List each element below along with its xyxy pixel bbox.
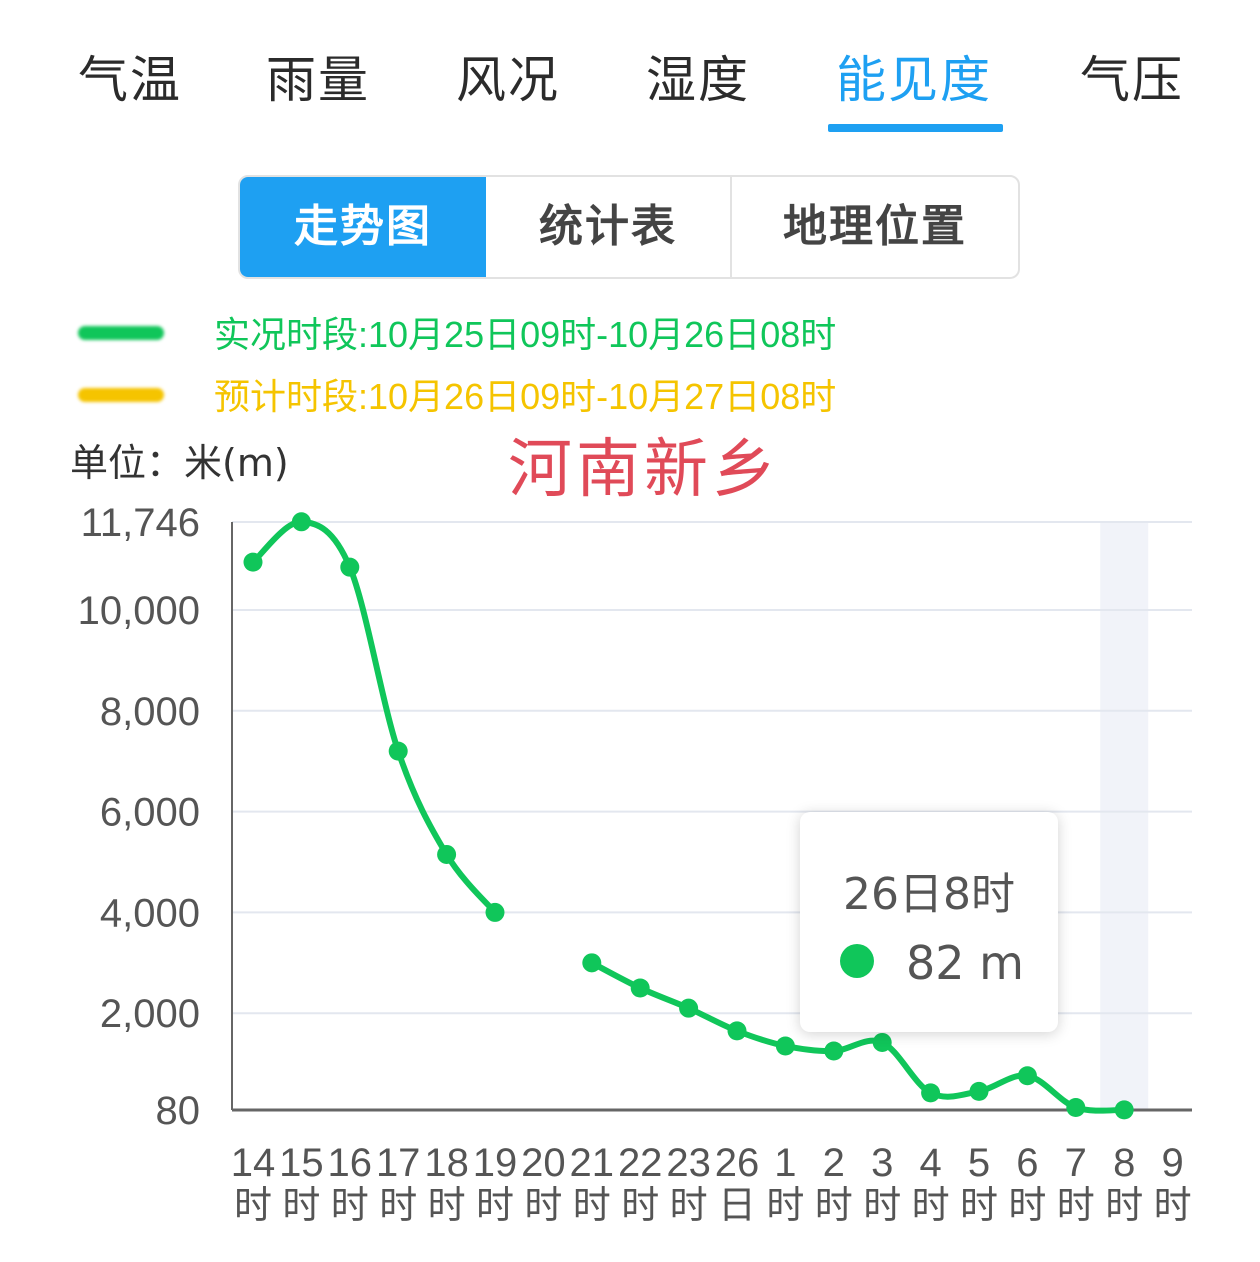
x-tick-label-unit: 时 — [815, 1183, 853, 1227]
y-tick-label: 2,000 — [100, 992, 200, 1036]
x-tick-label-unit: 时 — [670, 1183, 708, 1227]
tab-temperature[interactable]: 气温 — [78, 51, 182, 109]
tab-rainfall[interactable]: 雨量 — [266, 51, 370, 109]
tab-humidity[interactable]: 湿度 — [646, 51, 750, 109]
x-tick-label-unit: 时 — [1008, 1183, 1046, 1227]
x-tick-label: 7 — [1065, 1141, 1087, 1185]
x-tick-label-unit: 时 — [766, 1183, 804, 1227]
x-tick-label-unit: 时 — [621, 1183, 659, 1227]
data-point — [243, 552, 263, 572]
x-tick-label: 22 — [618, 1141, 663, 1185]
x-tick-label-unit: 时 — [331, 1183, 369, 1227]
data-point — [630, 978, 650, 998]
x-tick-label-unit: 时 — [912, 1183, 950, 1227]
series-line — [250, 518, 498, 916]
x-tick-label: 21 — [570, 1141, 615, 1185]
data-point — [388, 741, 408, 761]
data-point — [872, 1032, 892, 1052]
tab-pressure[interactable]: 气压 — [1080, 51, 1184, 109]
visibility-chart[interactable]: 11,74610,0008,0006,0004,0002,0008014时15时… — [0, 490, 1260, 1250]
x-tick-label-unit: 时 — [379, 1183, 417, 1227]
data-point — [775, 1036, 795, 1056]
y-tick-label: 11,746 — [81, 501, 200, 545]
trend-chart-button[interactable]: 走势图 — [240, 177, 486, 277]
tooltip-value: 82 m — [906, 936, 1024, 990]
x-tick-label: 23 — [666, 1141, 711, 1185]
tooltip-time: 26日8时 — [843, 869, 1015, 920]
x-tick-label-unit: 时 — [524, 1183, 562, 1227]
data-point — [969, 1081, 989, 1101]
x-tick-label-unit: 时 — [573, 1183, 611, 1227]
x-tick-label: 1 — [774, 1141, 796, 1185]
x-tick-label: 8 — [1113, 1141, 1135, 1185]
x-tick-label: 19 — [473, 1141, 518, 1185]
segment-divider — [730, 177, 732, 277]
x-tick-label-unit: 时 — [476, 1183, 514, 1227]
highlight-column — [1100, 522, 1149, 1110]
x-tick-label-unit: 时 — [428, 1183, 466, 1227]
tooltip-series-dot — [840, 944, 874, 978]
location-button[interactable]: 地理位置 — [783, 201, 967, 252]
x-tick-label: 14 — [231, 1141, 276, 1185]
data-point — [291, 512, 311, 532]
forecast-period-text: 预计时段:10月26日09时-10月27日08时 — [214, 376, 837, 417]
x-tick-label: 20 — [521, 1141, 566, 1185]
x-tick-label-unit: 时 — [960, 1183, 998, 1227]
data-point — [485, 902, 505, 922]
x-tick-label: 3 — [871, 1141, 893, 1185]
unit-label: 单位：米(m) — [70, 441, 289, 485]
x-tick-label: 6 — [1016, 1141, 1038, 1185]
category-tabs: 气温 雨量 风况 湿度 能见度 气压 — [0, 30, 1260, 140]
x-tick-label: 15 — [279, 1141, 324, 1185]
x-tick-label-unit: 时 — [234, 1183, 272, 1227]
x-tick-label: 5 — [968, 1141, 990, 1185]
city-label: 河南新乡 — [508, 433, 780, 507]
x-tick-label-unit: 时 — [863, 1183, 901, 1227]
x-tick-label: 26 — [715, 1141, 760, 1185]
data-point — [582, 953, 602, 973]
data-point — [1017, 1066, 1037, 1086]
tab-visibility[interactable]: 能见度 — [836, 51, 992, 109]
x-tick-label: 4 — [919, 1141, 941, 1185]
x-tick-label-unit: 日 — [718, 1183, 756, 1227]
tab-wind[interactable]: 风况 — [456, 51, 560, 109]
data-point — [437, 844, 457, 864]
y-tick-label: 8,000 — [100, 690, 200, 734]
data-point — [824, 1041, 844, 1061]
observed-swatch — [78, 326, 164, 340]
x-tick-label-unit: 时 — [282, 1183, 320, 1227]
data-point — [1114, 1100, 1134, 1120]
x-tick-label: 17 — [376, 1141, 421, 1185]
observed-period-text: 实况时段:10月25日09时-10月26日08时 — [214, 314, 837, 355]
x-tick-label-unit: 时 — [1154, 1183, 1192, 1227]
y-tick-label: 10,000 — [78, 589, 200, 633]
data-point — [921, 1083, 941, 1103]
view-switch: 走势图 统计表 地理位置 — [238, 175, 1020, 279]
data-point — [340, 557, 360, 577]
x-tick-label-unit: 时 — [1105, 1183, 1143, 1227]
y-tick-label: 4,000 — [100, 891, 200, 935]
y-tick-label: 80 — [156, 1089, 201, 1133]
x-tick-label: 18 — [424, 1141, 469, 1185]
statistics-table-button[interactable]: 统计表 — [539, 201, 677, 252]
data-point — [679, 998, 699, 1018]
x-tick-label: 9 — [1161, 1141, 1183, 1185]
x-tick-label: 16 — [328, 1141, 373, 1185]
data-point — [727, 1021, 747, 1041]
x-tick-label: 2 — [823, 1141, 845, 1185]
data-point — [1066, 1097, 1086, 1117]
chart-tooltip: 26日8时 82 m — [800, 812, 1058, 1032]
active-tab-indicator — [828, 124, 1003, 132]
y-tick-label: 6,000 — [100, 791, 200, 835]
x-tick-label-unit: 时 — [1057, 1183, 1095, 1227]
forecast-swatch — [78, 388, 164, 402]
